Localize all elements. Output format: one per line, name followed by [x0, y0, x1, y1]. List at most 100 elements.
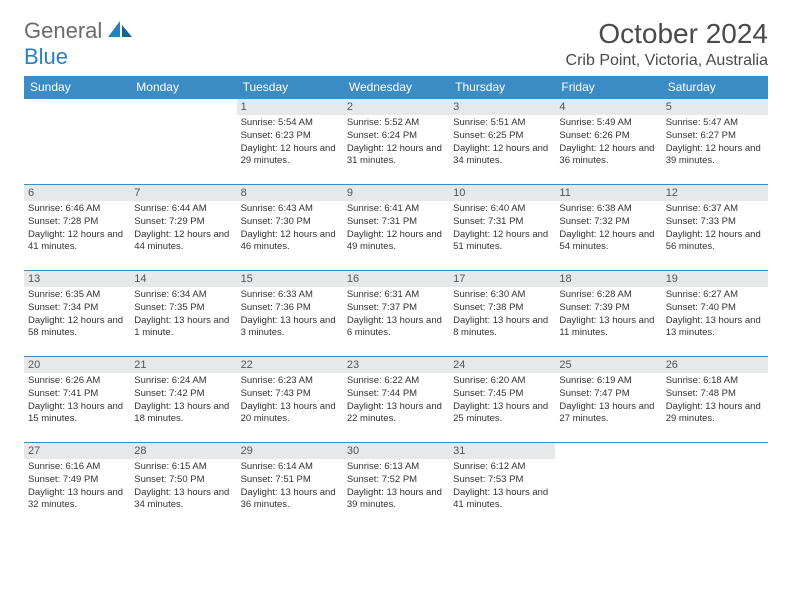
sunrise-text: Sunrise: 6:15 AM: [134, 461, 232, 474]
day-info: Sunrise: 6:20 AMSunset: 7:45 PMDaylight:…: [453, 375, 551, 426]
day-info: Sunrise: 6:31 AMSunset: 7:37 PMDaylight:…: [347, 289, 445, 340]
day-cell: 5 Sunrise: 5:47 AMSunset: 6:27 PMDaylight…: [662, 99, 768, 185]
empty-cell: [130, 99, 236, 185]
daylight-text: Daylight: 12 hours and 39 minutes.: [666, 143, 764, 169]
sunset-text: Sunset: 7:31 PM: [347, 216, 445, 229]
day-number: 26: [662, 357, 768, 373]
sunset-text: Sunset: 7:45 PM: [453, 388, 551, 401]
sunset-text: Sunset: 7:30 PM: [241, 216, 339, 229]
sunrise-text: Sunrise: 5:51 AM: [453, 117, 551, 130]
sunrise-text: Sunrise: 6:18 AM: [666, 375, 764, 388]
day-cell: 4Sunrise: 5:49 AMSunset: 6:26 PMDaylight…: [555, 99, 661, 185]
daylight-text: Daylight: 12 hours and 41 minutes.: [28, 229, 126, 255]
sunrise-text: Sunrise: 6:38 AM: [559, 203, 657, 216]
day-cell: 29 Sunrise: 6:14 AMSunset: 7:51 PMDayligh…: [237, 443, 343, 529]
weekday-header: Friday: [555, 76, 661, 99]
logo-sail-icon: [108, 19, 134, 44]
daylight-text: Daylight: 13 hours and 3 minutes.: [241, 315, 339, 341]
day-cell: 9Sunrise: 6:41 AMSunset: 7:31 PMDaylight…: [343, 185, 449, 271]
day-number: 23: [343, 357, 449, 373]
daylight-text: Daylight: 13 hours and 32 minutes.: [28, 487, 126, 513]
day-info: Sunrise: 6:14 AMSunset: 7:51 PMDaylight:…: [241, 461, 339, 512]
logo-text-general: General: [24, 18, 102, 44]
day-info: Sunrise: 6:23 AMSunset: 7:43 PMDaylight:…: [241, 375, 339, 426]
sunset-text: Sunset: 7:38 PM: [453, 302, 551, 315]
daylight-text: Daylight: 12 hours and 29 minutes.: [241, 143, 339, 169]
sunrise-text: Sunrise: 6:31 AM: [347, 289, 445, 302]
weekday-header: Saturday: [662, 76, 768, 99]
daylight-text: Daylight: 13 hours and 11 minutes.: [559, 315, 657, 341]
sunset-text: Sunset: 7:49 PM: [28, 474, 126, 487]
logo: General: [24, 18, 136, 44]
daylight-text: Daylight: 12 hours and 44 minutes.: [134, 229, 232, 255]
sunset-text: Sunset: 7:50 PM: [134, 474, 232, 487]
day-info: Sunrise: 6:40 AMSunset: 7:31 PMDaylight:…: [453, 203, 551, 254]
day-number: 25: [555, 357, 661, 373]
day-number: 12: [662, 185, 768, 201]
daylight-text: Daylight: 13 hours and 22 minutes.: [347, 401, 445, 427]
day-cell: 27Sunrise: 6:16 AMSunset: 7:49 PMDayligh…: [24, 443, 130, 529]
day-cell: 8Sunrise: 6:43 AMSunset: 7:30 PMDaylight…: [237, 185, 343, 271]
day-info: Sunrise: 6:15 AMSunset: 7:50 PMDaylight:…: [134, 461, 232, 512]
sunrise-text: Sunrise: 6:40 AM: [453, 203, 551, 216]
day-info: Sunrise: 6:41 AMSunset: 7:31 PMDaylight:…: [347, 203, 445, 254]
day-cell: 25Sunrise: 6:19 AMSunset: 7:47 PMDayligh…: [555, 357, 661, 443]
daylight-text: Daylight: 13 hours and 34 minutes.: [134, 487, 232, 513]
day-number: 2: [343, 99, 449, 115]
day-cell: 15Sunrise: 6:33 AMSunset: 7:36 PMDayligh…: [237, 271, 343, 357]
day-cell: 1Sunrise: 5:54 AMSunset: 6:23 PMDaylight…: [237, 99, 343, 185]
sunrise-text: Sunrise: 6:28 AM: [559, 289, 657, 302]
daylight-text: Daylight: 13 hours and 1 minute.: [134, 315, 232, 341]
day-number: 19: [662, 271, 768, 287]
sunset-text: Sunset: 7:35 PM: [134, 302, 232, 315]
daylight-text: Daylight: 12 hours and 46 minutes.: [241, 229, 339, 255]
daylight-text: Daylight: 12 hours and 56 minutes.: [666, 229, 764, 255]
weekday-header: Thursday: [449, 76, 555, 99]
day-cell: 21 Sunrise: 6:24 AMSunset: 7:42 PMDayligh…: [130, 357, 236, 443]
day-number: 28: [130, 443, 236, 459]
day-number: 5: [662, 99, 768, 115]
empty-cell: [24, 99, 130, 185]
daylight-text: Daylight: 13 hours and 25 minutes.: [453, 401, 551, 427]
sunset-text: Sunset: 7:29 PM: [134, 216, 232, 229]
day-number: 6: [24, 185, 130, 201]
sunset-text: Sunset: 7:32 PM: [559, 216, 657, 229]
calendar-table: SundayMondayTuesdayWednesdayThursdayFrid…: [24, 76, 768, 529]
day-info: Sunrise: 6:24 AMSunset: 7:42 PMDaylight:…: [134, 375, 232, 426]
day-info: Sunrise: 6:35 AMSunset: 7:34 PMDaylight:…: [28, 289, 126, 340]
sunrise-text: Sunrise: 6:22 AM: [347, 375, 445, 388]
weekday-header: Tuesday: [237, 76, 343, 99]
sunrise-text: Sunrise: 6:46 AM: [28, 203, 126, 216]
day-info: Sunrise: 6:44 AMSunset: 7:29 PMDaylight:…: [134, 203, 232, 254]
daylight-text: Daylight: 12 hours and 49 minutes.: [347, 229, 445, 255]
daylight-text: Daylight: 13 hours and 20 minutes.: [241, 401, 339, 427]
day-cell: 7Sunrise: 6:44 AMSunset: 7:29 PMDaylight…: [130, 185, 236, 271]
day-number: 21: [130, 357, 236, 373]
logo-text-blue: Blue: [24, 44, 68, 69]
day-number: 29: [237, 443, 343, 459]
week-row: 20Sunrise: 6:26 AMSunset: 7:41 PMDayligh…: [24, 357, 768, 443]
day-info: Sunrise: 6:16 AMSunset: 7:49 PMDaylight:…: [28, 461, 126, 512]
sunrise-text: Sunrise: 5:47 AM: [666, 117, 764, 130]
day-cell: 13Sunrise: 6:35 AMSunset: 7:34 PMDayligh…: [24, 271, 130, 357]
empty-cell: [555, 443, 661, 529]
sunset-text: Sunset: 7:44 PM: [347, 388, 445, 401]
sunrise-text: Sunrise: 6:24 AM: [134, 375, 232, 388]
daylight-text: Daylight: 12 hours and 34 minutes.: [453, 143, 551, 169]
daylight-text: Daylight: 13 hours and 27 minutes.: [559, 401, 657, 427]
sunrise-text: Sunrise: 5:52 AM: [347, 117, 445, 130]
sunset-text: Sunset: 6:27 PM: [666, 130, 764, 143]
day-number: 1: [237, 99, 343, 115]
sunset-text: Sunset: 7:34 PM: [28, 302, 126, 315]
daylight-text: Daylight: 12 hours and 36 minutes.: [559, 143, 657, 169]
day-number: 15: [237, 271, 343, 287]
day-cell: 19Sunrise: 6:27 AMSunset: 7:40 PMDayligh…: [662, 271, 768, 357]
sunset-text: Sunset: 7:53 PM: [453, 474, 551, 487]
day-cell: 18Sunrise: 6:28 AMSunset: 7:39 PMDayligh…: [555, 271, 661, 357]
day-cell: 3Sunrise: 5:51 AMSunset: 6:25 PMDaylight…: [449, 99, 555, 185]
sunset-text: Sunset: 6:26 PM: [559, 130, 657, 143]
sunrise-text: Sunrise: 6:14 AM: [241, 461, 339, 474]
day-number: 10: [449, 185, 555, 201]
day-cell: 6Sunrise: 6:46 AMSunset: 7:28 PMDaylight…: [24, 185, 130, 271]
daylight-text: Daylight: 12 hours and 58 minutes.: [28, 315, 126, 341]
